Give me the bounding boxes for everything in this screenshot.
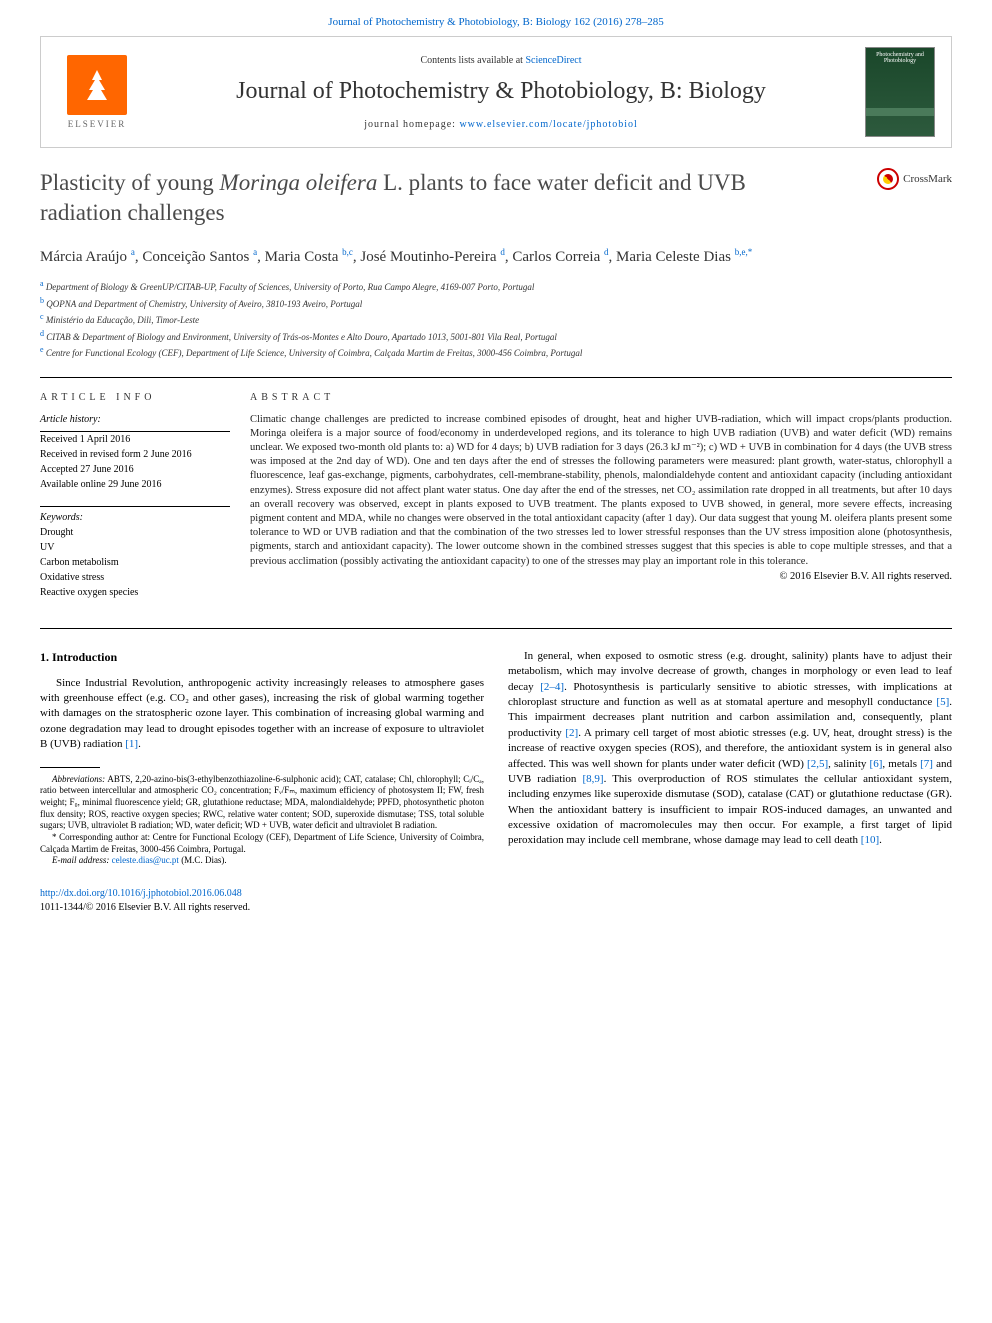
keyword: Carbon metabolism [40,556,230,570]
ref-link[interactable]: [2,5] [807,758,828,770]
elsevier-logo: ELSEVIER [57,47,137,137]
contents-prefix: Contents lists available at [420,55,525,66]
affiliations: a Department of Biology & GreenUP/CITAB-… [40,278,952,361]
crossmark-label: CrossMark [903,173,952,185]
article-title: Plasticity of young Moringa oleifera L. … [40,168,952,228]
abbrev-label: Abbreviations: [52,774,105,784]
affiliation: e Centre for Functional Ecology (CEF), D… [40,344,952,361]
divider [40,628,952,629]
ref-link[interactable]: [2] [565,727,578,739]
footnote-separator [40,767,100,768]
body-columns: 1. Introduction Since Industrial Revolut… [40,649,952,867]
corresponding-footnote: * Corresponding author at: Centre for Fu… [40,832,484,855]
page-footer: http://dx.doi.org/10.1016/j.jphotobiol.2… [40,887,952,915]
journal-name: Journal of Photochemistry & Photobiology… [157,78,845,105]
journal-header: ELSEVIER Contents lists available at Sci… [40,36,952,148]
history-label: Article history: [40,413,230,432]
affiliation: d CITAB & Department of Biology and Envi… [40,328,952,345]
t: . Photosynthesis is particularly sensiti… [508,681,952,708]
email-who: (M.C. Dias). [179,855,227,865]
p1-end: . [138,738,141,750]
ref-link[interactable]: [7] [920,758,933,770]
keywords-label: Keywords: [40,506,230,525]
journal-cover-thumbnail: Photochemistry and Photobiology [865,47,935,137]
homepage-prefix: journal homepage: [364,119,459,130]
ref-link[interactable]: [2–4] [540,681,564,693]
abbrev-text: ABTS, 2,20-azino-bis(3-ethylbenzothiazol… [40,774,484,831]
history-item: Accepted 27 June 2016 [40,463,230,477]
affiliation: c Ministério da Educação, Dili, Timor-Le… [40,311,952,328]
journal-citation-link[interactable]: Journal of Photochemistry & Photobiology… [0,0,992,36]
keywords-block: Keywords: Drought UV Carbon metabolism O… [40,506,230,600]
doi-link[interactable]: http://dx.doi.org/10.1016/j.jphotobiol.2… [40,888,242,899]
authors: Márcia Araújo a, Conceição Santos a, Mar… [40,246,952,269]
cover-title: Photochemistry and Photobiology [866,48,934,68]
homepage-link[interactable]: www.elsevier.com/locate/jphotobiol [459,119,637,130]
elsevier-label: ELSEVIER [68,119,127,129]
affiliation: b QOPNA and Department of Chemistry, Uni… [40,295,952,312]
t: , salinity [828,758,869,770]
history-item: Received 1 April 2016 [40,433,230,447]
abstract-heading: abstract [250,392,952,403]
ref-link[interactable]: [6] [870,758,883,770]
article-header: CrossMark Plasticity of young Moringa ol… [40,168,952,361]
ref-link[interactable]: [1] [125,738,138,750]
issn-copyright: 1011-1344/© 2016 Elsevier B.V. All right… [40,902,250,913]
elsevier-tree-icon [67,55,127,115]
t: , metals [882,758,920,770]
keyword: UV [40,541,230,555]
corr-label: * Corresponding author at: [52,832,150,842]
abstract-column: abstract Climatic change challenges are … [250,392,952,614]
keyword: Oxidative stress [40,571,230,585]
abbreviations-footnote: Abbreviations: ABTS, 2,20-azino-bis(3-et… [40,774,484,832]
crossmark-icon [877,168,899,190]
article-info: article info Article history: Received 1… [40,392,250,614]
history-item: Available online 29 June 2016 [40,478,230,492]
email-label: E-mail address: [52,855,109,865]
section-heading: 1. Introduction [40,649,484,666]
history-item: Received in revised form 2 June 2016 [40,448,230,462]
title-pre: Plasticity of young [40,170,220,195]
cover-band [866,108,934,116]
email-link[interactable]: celeste.dias@uc.pt [112,855,179,865]
keyword: Reactive oxygen species [40,586,230,600]
ref-link[interactable]: [5] [936,696,949,708]
info-abstract-row: article info Article history: Received 1… [40,378,952,628]
intro-paragraph-2: In general, when exposed to osmotic stre… [508,649,952,849]
ref-link[interactable]: [10] [861,834,879,846]
t: . [879,834,882,846]
right-column: In general, when exposed to osmotic stre… [508,649,952,867]
article-history: Article history: Received 1 April 2016 R… [40,413,230,492]
affiliation: a Department of Biology & GreenUP/CITAB-… [40,278,952,295]
ref-link[interactable]: [8,9] [582,773,603,785]
contents-line: Contents lists available at ScienceDirec… [157,55,845,66]
crossmark-badge[interactable]: CrossMark [877,168,952,190]
left-column: 1. Introduction Since Industrial Revolut… [40,649,484,867]
header-center: Contents lists available at ScienceDirec… [137,55,865,130]
abstract-text: Climatic change challenges are predicted… [250,413,952,569]
sciencedirect-link[interactable]: ScienceDirect [525,55,581,66]
intro-paragraph: Since Industrial Revolution, anthropogen… [40,676,484,753]
homepage-line: journal homepage: www.elsevier.com/locat… [157,119,845,130]
keyword: Drought [40,526,230,540]
email-footnote: E-mail address: celeste.dias@uc.pt (M.C.… [40,855,484,867]
article-info-heading: article info [40,392,230,403]
title-species: Moringa oleifera [220,170,378,195]
abstract-copyright: © 2016 Elsevier B.V. All rights reserved… [250,571,952,582]
p1-text: Since Industrial Revolution, anthropogen… [40,677,484,751]
